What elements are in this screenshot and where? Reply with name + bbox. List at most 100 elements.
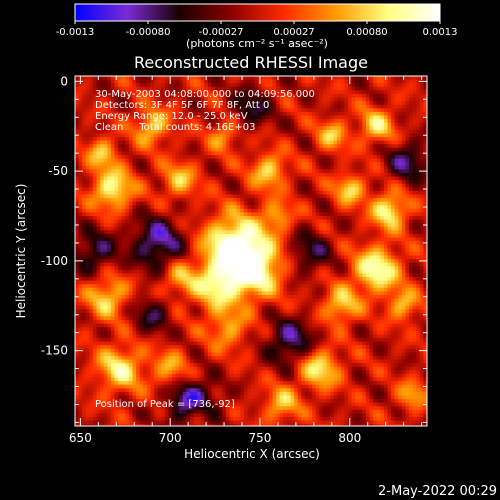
- heatmap-pixel: [225, 180, 231, 185]
- heatmap-pixel: [272, 190, 277, 196]
- heatmap-pixel: [340, 198, 345, 203]
- heatmap-pixel: [294, 237, 299, 242]
- heatmap-pixel: [118, 194, 123, 199]
- heatmap-pixel: [427, 166, 431, 170]
- heatmap-pixel: [247, 212, 252, 217]
- heatmap-pixel: [168, 115, 173, 120]
- heatmap-pixel: [222, 183, 227, 188]
- heatmap-pixel: [100, 79, 105, 84]
- heatmap-pixel: [340, 126, 345, 131]
- heatmap-pixel: [276, 90, 281, 95]
- heatmap-pixel: [82, 190, 87, 196]
- heatmap-pixel: [182, 137, 187, 142]
- heatmap-pixel: [409, 147, 414, 152]
- heatmap-pixel: [150, 183, 155, 188]
- heatmap-pixel: [272, 226, 277, 231]
- heatmap-pixel: [351, 205, 356, 210]
- heatmap-pixel: [218, 233, 223, 239]
- heatmap-pixel: [398, 219, 403, 224]
- heatmap-pixel: [365, 151, 371, 156]
- heatmap-pixel: [312, 137, 317, 142]
- heatmap-pixel: [107, 151, 112, 156]
- heatmap-pixel: [373, 119, 378, 124]
- heatmap-pixel: [337, 111, 342, 117]
- heatmap-pixel: [107, 140, 112, 145]
- heatmap-pixel: [351, 190, 356, 196]
- heatmap-pixel: [92, 144, 98, 149]
- heatmap-pixel: [233, 126, 238, 131]
- heatmap-pixel: [78, 133, 83, 138]
- heatmap-pixel: [412, 208, 417, 214]
- heatmap-pixel: [247, 190, 252, 196]
- heatmap-pixel: [171, 154, 177, 160]
- heatmap-pixel: [107, 244, 112, 249]
- heatmap-pixel: [279, 248, 284, 253]
- heatmap-pixel: [204, 230, 209, 235]
- heatmap-pixel: [315, 201, 320, 206]
- heatmap-pixel: [75, 104, 80, 109]
- heatmap-pixel: [405, 165, 410, 170]
- heatmap-pixel: [132, 101, 137, 106]
- heatmap-pixel: [254, 83, 259, 88]
- heatmap-pixel: [297, 190, 302, 196]
- heatmap-pixel: [179, 158, 184, 163]
- heatmap-pixel: [154, 216, 159, 221]
- heatmap-pixel: [398, 147, 403, 152]
- heatmap-pixel: [251, 115, 256, 120]
- heatmap-pixel: [261, 165, 266, 170]
- heatmap-pixel: [297, 226, 302, 231]
- heatmap-pixel: [383, 201, 389, 206]
- heatmap-pixel: [96, 140, 101, 145]
- heatmap-pixel: [247, 133, 252, 138]
- heatmap-pixel: [182, 255, 187, 260]
- heatmap-pixel: [308, 216, 313, 221]
- heatmap-pixel: [279, 183, 284, 188]
- heatmap-pixel: [337, 241, 342, 246]
- heatmap-pixel: [139, 165, 144, 170]
- heatmap-pixel: [207, 169, 213, 174]
- heatmap-pixel: [419, 237, 425, 242]
- heatmap-pixel: [157, 79, 162, 84]
- heatmap-pixel: [218, 126, 223, 131]
- heatmap-pixel: [107, 101, 112, 106]
- heatmap-pixel: [243, 237, 249, 242]
- heatmap-pixel: [398, 190, 403, 196]
- heatmap-pixel: [78, 122, 83, 127]
- heatmap-pixel: [330, 219, 335, 224]
- heatmap-pixel: [258, 140, 263, 145]
- heatmap-pixel: [157, 194, 162, 199]
- heatmap-pixel: [233, 119, 238, 124]
- heatmap-pixel: [118, 216, 123, 221]
- heatmap-pixel: [330, 205, 335, 210]
- heatmap-pixel: [225, 140, 231, 145]
- heatmap-pixel: [376, 180, 381, 185]
- heatmap-pixel: [100, 104, 105, 109]
- heatmap-pixel: [121, 137, 126, 142]
- heatmap-pixel: [290, 108, 295, 113]
- heatmap-pixel: [186, 83, 191, 88]
- heatmap-pixel: [344, 133, 349, 138]
- heatmap-pixel: [179, 144, 184, 149]
- heatmap-pixel: [75, 108, 80, 113]
- heatmap-pixel: [412, 86, 417, 91]
- heatmap-pixel: [301, 122, 306, 127]
- heatmap-pixel: [146, 154, 152, 160]
- heatmap-pixel: [286, 251, 292, 257]
- heatmap-pixel: [272, 198, 277, 203]
- heatmap-pixel: [333, 251, 338, 257]
- heatmap-pixel: [96, 223, 101, 228]
- heatmap-pixel: [416, 208, 421, 214]
- heatmap-pixel: [118, 251, 123, 257]
- heatmap-pixel: [258, 176, 263, 181]
- heatmap-pixel: [139, 255, 144, 260]
- heatmap-pixel: [369, 230, 374, 235]
- heatmap-pixel: [218, 137, 223, 142]
- heatmap-pixel: [171, 183, 177, 188]
- heatmap-pixel: [265, 208, 270, 214]
- heatmap-pixel: [283, 169, 288, 174]
- heatmap-pixel: [114, 165, 119, 170]
- heatmap-pixel: [179, 255, 184, 260]
- heatmap-pixel: [423, 137, 427, 142]
- heatmap-pixel: [315, 187, 320, 192]
- heatmap-pixel: [132, 248, 137, 253]
